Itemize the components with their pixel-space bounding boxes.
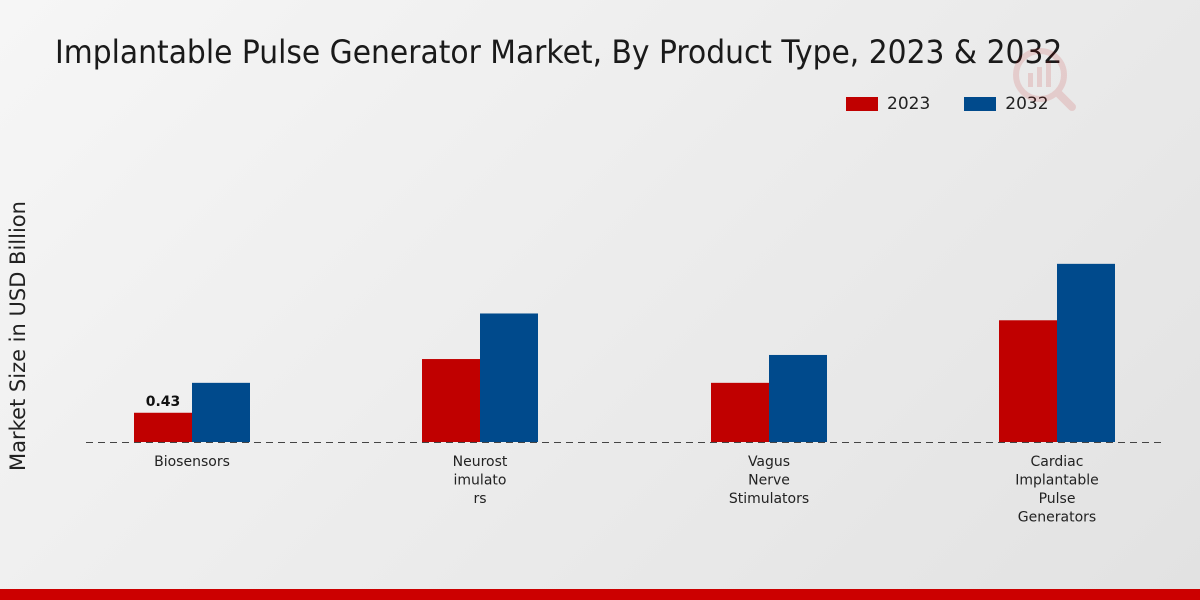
- legend-swatch-2023: [846, 97, 878, 111]
- legend-label-2023: 2023: [887, 94, 931, 114]
- x-tick-label-0: Biosensors: [154, 454, 230, 470]
- bottom-accent-bar: [0, 589, 1200, 600]
- bar-2023-0: [134, 412, 192, 442]
- watermark-logo-icon: [1013, 48, 1076, 111]
- x-tick-label-3: Cardiac Implantable Pulse Generators: [1015, 454, 1098, 526]
- bar-2032-3: [1057, 263, 1115, 442]
- bar-2023-1: [422, 359, 480, 442]
- legend-item-2023: 2023: [846, 94, 930, 114]
- legend: 2023 2032: [846, 94, 1049, 114]
- chart-title: Implantable Pulse Generator Market, By P…: [55, 33, 1063, 71]
- legend-label-2032: 2032: [1005, 94, 1049, 114]
- legend-item-2032: 2032: [964, 94, 1049, 114]
- bar-2023-3: [999, 320, 1057, 442]
- x-tick-label-1: Neurost imulato rs: [453, 454, 508, 507]
- bar-2032-2: [769, 354, 827, 442]
- bar-2023-2: [711, 382, 769, 442]
- legend-swatch-2032: [964, 97, 997, 111]
- bar-2032-1: [480, 313, 538, 442]
- data-label-0-0: 0.43: [146, 394, 181, 410]
- x-tick-label-2: Vagus Nerve Stimulators: [729, 454, 809, 507]
- bar-2032-0: [192, 382, 250, 442]
